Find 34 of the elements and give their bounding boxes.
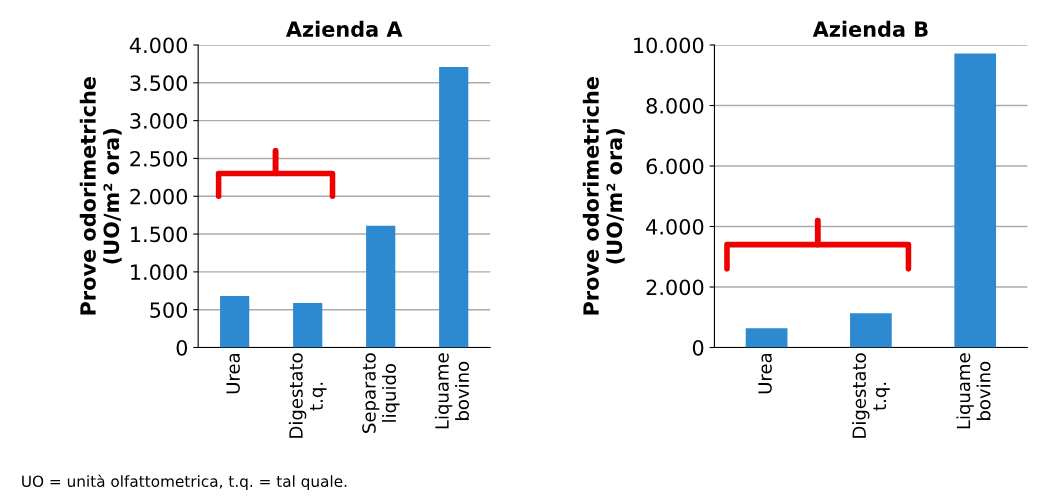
text: UO = unità olfattometrica, t.q. = tal quale. — [22, 474, 347, 490]
y-tick-label: 2.000 — [130, 188, 188, 205]
y-axis-title: Prove odorimetriche (UO/m² ora) — [79, 77, 122, 315]
bar — [366, 225, 396, 348]
y-tick-label: 0 — [692, 339, 704, 356]
bar — [954, 53, 997, 348]
chart-title: Azienda B — [812, 20, 928, 37]
x-tick-label: Urea — [758, 354, 772, 394]
x-tick-label: Separato liquido — [362, 353, 400, 433]
x-tick-label: Digestato t.q. — [852, 353, 890, 438]
bar — [850, 313, 892, 348]
bar — [220, 296, 250, 348]
x-tick-label: Liquame bovino — [956, 353, 991, 429]
y-tick-label: 500 — [150, 302, 188, 318]
x-tick-label: Digestato t.q. — [288, 353, 327, 438]
y-tick-label: 2.000 — [646, 279, 704, 296]
y-tick-label: 1.000 — [131, 264, 188, 281]
y-tick-label: 3.000 — [130, 113, 188, 129]
y-tick-label: 4.000 — [129, 37, 188, 54]
y-tick-label: 8.000 — [646, 97, 704, 114]
bar — [439, 66, 469, 348]
y-tick-label: 2.500 — [130, 150, 188, 167]
y-axis-title: Prove odorimetriche (UO/m² ora) — [582, 77, 625, 315]
y-tick-label: 10.000 — [634, 37, 704, 54]
y-tick-label: 0 — [176, 339, 188, 356]
y-tick-label: 4.000 — [646, 218, 704, 235]
bar — [745, 328, 788, 348]
chart-title: Azienda A — [285, 20, 403, 37]
y-tick-label: 3.500 — [130, 75, 188, 92]
bar — [293, 302, 323, 348]
y-tick-label: 1.500 — [131, 226, 188, 243]
y-tick-label: 6.000 — [646, 158, 704, 175]
x-tick-label: Urea — [226, 354, 240, 394]
x-tick-label: Liquame bovino — [434, 353, 470, 429]
